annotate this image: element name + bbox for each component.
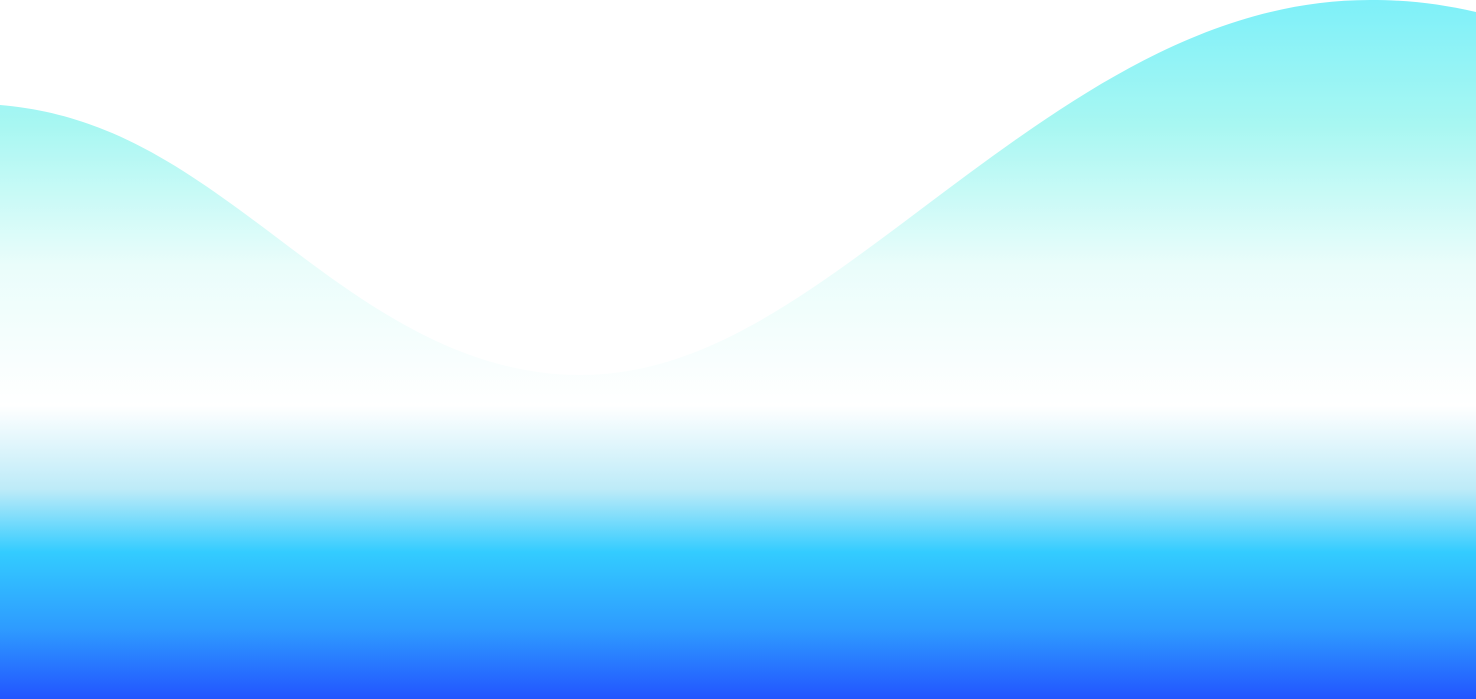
wave-shape [0,0,1476,699]
wave-graphic [0,0,1476,699]
wave-background [0,0,1476,699]
